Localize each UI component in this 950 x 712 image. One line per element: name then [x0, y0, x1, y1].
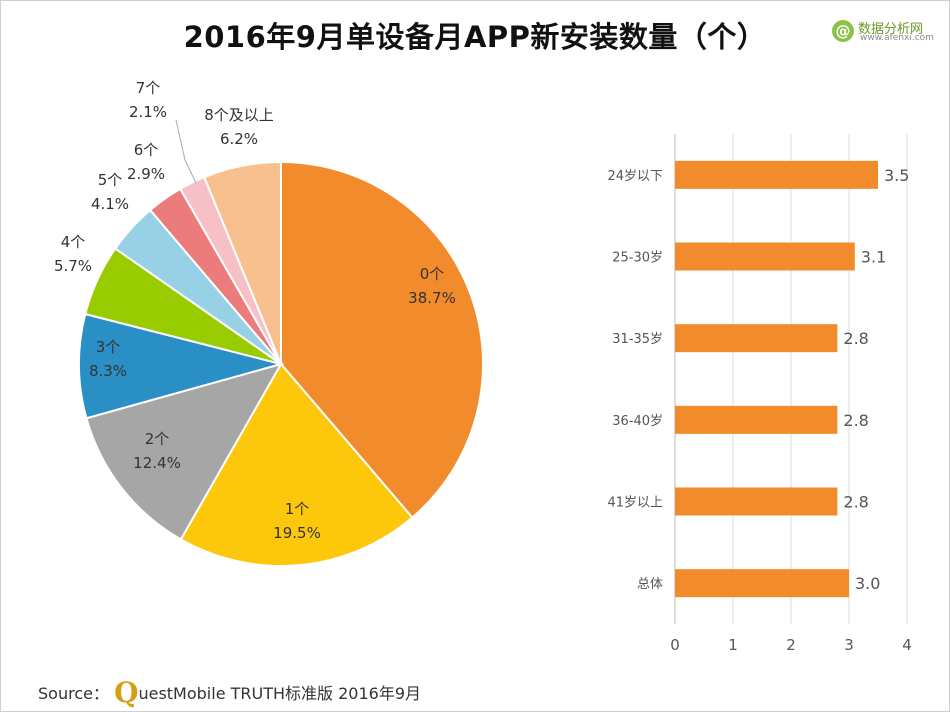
- y-category-label: 25-30岁: [612, 251, 663, 266]
- pie-slice-label: 0个: [420, 265, 445, 283]
- pie-slice-percent: 2.9%: [127, 165, 165, 183]
- pie-slice-label: 2个: [145, 430, 170, 448]
- leader-line: [175, 119, 197, 184]
- x-tick-label: 1: [728, 636, 738, 654]
- chart-title: 2016年9月单设备月APP新安装数量（个）: [183, 20, 767, 54]
- bar-value-label: 2.8: [843, 411, 868, 430]
- source-note: Source： QuestMobile TRUTH标准版 2016年9月: [38, 676, 421, 709]
- pie-slice-label: 7个: [136, 79, 161, 97]
- pie-slice-percent: 8.3%: [89, 362, 127, 380]
- bar-chart: 0 1 2 3 4 24岁以下 3.5 25-30岁 3.1 31-35岁 2.8 36-40岁 2.8…: [607, 134, 912, 654]
- pie-slice-percent: 5.7%: [54, 257, 92, 275]
- pie-slice-percent: 6.2%: [220, 130, 258, 148]
- x-tick-label: 0: [670, 636, 680, 654]
- source-logo-q: Q: [114, 676, 139, 709]
- bar-value-label: 2.8: [843, 493, 868, 512]
- x-tick-label: 2: [786, 636, 796, 654]
- pie-slice-label: 3个: [96, 338, 121, 356]
- bar: [675, 405, 838, 434]
- y-category-label: 41岁以上: [607, 496, 663, 511]
- bar: [675, 487, 838, 516]
- pie-slice-percent: 2.1%: [129, 103, 167, 121]
- pie-slice: [202, 160, 282, 365]
- y-category-label: 31-35岁: [612, 332, 663, 347]
- pie-slice-label: 6个: [134, 141, 159, 159]
- pie-chart: 0个 38.7% 1个 19.5% 2个 12.4% 3个 8.3% 4个 5.7% 5个 4.1% 6…: [54, 79, 484, 567]
- watermark-logo: @ 数据分析网 www.afenxi.com: [832, 18, 944, 46]
- pie-slice: [179, 362, 414, 567]
- pie-slice-label: 1个: [285, 500, 310, 518]
- pie-slice-label: 4个: [61, 233, 86, 251]
- bar-value-label: 3.0: [855, 574, 880, 593]
- at-sign-icon: @: [832, 20, 854, 42]
- bar-value-label: 3.1: [861, 248, 886, 267]
- watermark-url: www.afenxi.com: [860, 33, 934, 43]
- x-tick-label: 3: [844, 636, 854, 654]
- bar-value-label: 3.5: [884, 166, 909, 185]
- pie-slice: [280, 160, 484, 519]
- y-category-label: 24岁以下: [607, 169, 663, 184]
- pie-slice-percent: 19.5%: [273, 524, 321, 542]
- bar: [675, 242, 855, 271]
- source-text: uestMobile TRUTH标准版 2016年9月: [138, 684, 422, 703]
- y-category-label: 36-40岁: [612, 414, 663, 429]
- bar: [675, 324, 838, 353]
- pie-slice-percent: 4.1%: [91, 195, 129, 213]
- pie-slice: [78, 312, 285, 420]
- source-prefix: Source：: [38, 684, 109, 703]
- pie-slice-percent: 38.7%: [408, 289, 456, 307]
- watermark-name: 数据分析网: [858, 22, 924, 37]
- pie-slice: [85, 362, 284, 541]
- pie-slice-percent: 12.4%: [133, 454, 181, 472]
- x-tick-label: 4: [902, 636, 912, 654]
- pie-slice-label: 8个及以上: [204, 106, 274, 124]
- y-category-label: 总体: [637, 577, 663, 592]
- bar: [675, 160, 878, 189]
- pie-slice-label: 5个: [98, 171, 123, 189]
- bar: [675, 569, 849, 598]
- bar-value-label: 2.8: [843, 329, 868, 348]
